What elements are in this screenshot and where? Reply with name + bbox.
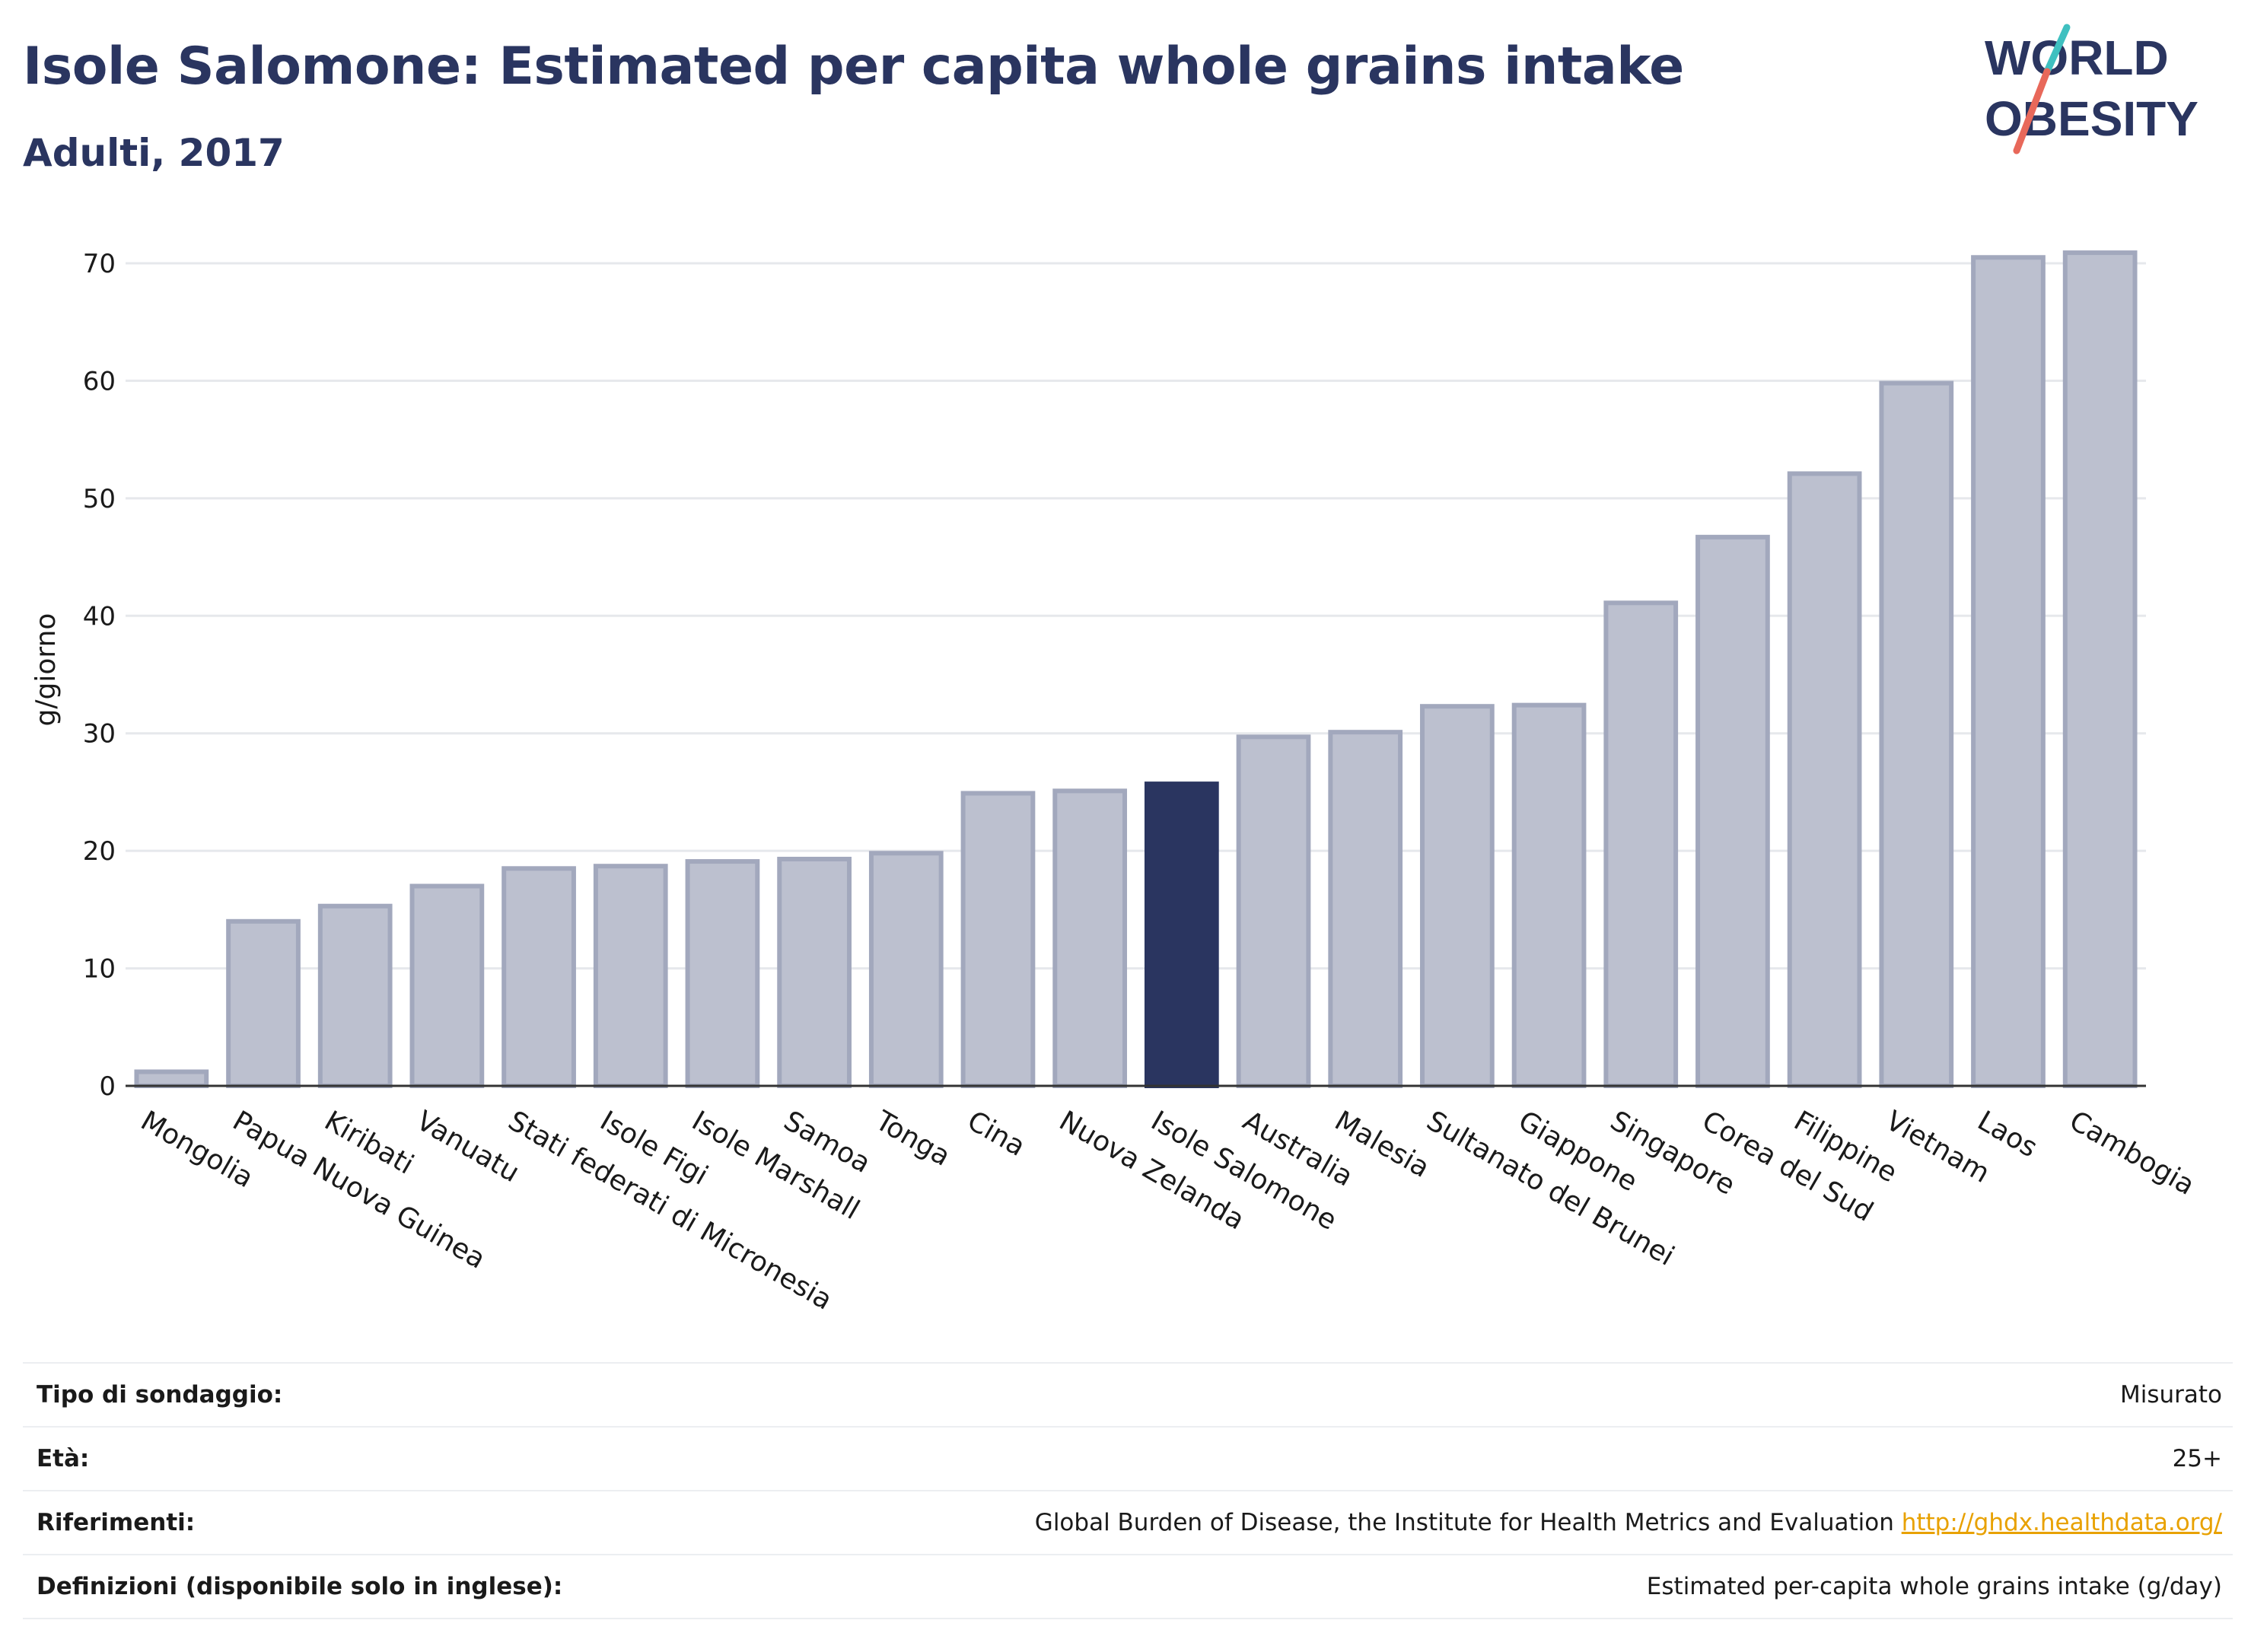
- x-tick-label: Vanuatu: [411, 1105, 524, 1189]
- y-axis-label: g/giorno: [30, 613, 62, 727]
- bar: [1879, 380, 1954, 1088]
- chart-subtitle: Adulti, 2017: [23, 131, 285, 175]
- bar: [960, 791, 1036, 1089]
- reference-link[interactable]: http://ghdx.healthdata.org/: [1901, 1509, 2222, 1536]
- bar: [317, 903, 393, 1088]
- info-row: Riferimenti: Global Burden of Disease, th…: [23, 1490, 2233, 1554]
- bar: [777, 856, 852, 1089]
- y-tick-label: 50: [83, 484, 116, 514]
- info-value: Global Burden of Disease, the Institute …: [1035, 1509, 2233, 1536]
- y-tick-label: 20: [83, 836, 116, 867]
- bar: [868, 851, 944, 1089]
- bar: [501, 866, 576, 1088]
- info-row: Età: 25+: [23, 1426, 2233, 1490]
- info-value-text: Global Burden of Disease, the Institute …: [1034, 1509, 1894, 1536]
- y-tick-label: 60: [83, 366, 116, 396]
- y-tick-labels: 0 10 20 30 40 50 60 70: [83, 249, 116, 1102]
- bar: [1052, 788, 1128, 1088]
- chart-title: Isole Salomone: Estimated per capita who…: [23, 37, 1684, 97]
- bar: [1971, 255, 2046, 1088]
- bar: [409, 883, 485, 1088]
- x-tick-label: Tonga: [870, 1105, 956, 1173]
- info-label: Età:: [37, 1445, 90, 1472]
- bar: [1511, 702, 1587, 1088]
- info-row: Definizioni (disponibile solo in inglese…: [23, 1554, 2233, 1619]
- bar: [1695, 534, 1770, 1088]
- bar: [1787, 471, 1862, 1088]
- info-value-text: 25+: [2172, 1445, 2222, 1472]
- info-label: Definizioni (disponibile solo in inglese…: [37, 1573, 563, 1600]
- y-tick-label: 10: [83, 954, 116, 985]
- logo-slash-coral: [2013, 68, 2051, 154]
- bar: [1328, 730, 1403, 1088]
- logo-slash-teal: [2043, 24, 2071, 75]
- info-value: Estimated per-capita whole grains intake…: [1647, 1573, 2233, 1600]
- bars: [134, 250, 2138, 1089]
- bar: [1236, 734, 1311, 1089]
- info-value-text: Misurato: [2119, 1381, 2222, 1408]
- y-tick-label: 0: [99, 1071, 116, 1102]
- x-tick-label: Cina: [962, 1105, 1030, 1163]
- bar: [1603, 600, 1679, 1088]
- info-row: Tipo di sondaggio: Misurato: [23, 1362, 2233, 1426]
- world-obesity-logo: WORLD OBESITY: [1985, 24, 2198, 154]
- bar: [2062, 250, 2138, 1088]
- bar-highlight: [1144, 781, 1219, 1088]
- info-value: Misurato: [2120, 1381, 2233, 1408]
- bar: [134, 1069, 209, 1089]
- info-label: Riferimenti:: [37, 1509, 196, 1536]
- logo-line1: WORLD: [1985, 30, 2169, 85]
- bar: [226, 918, 301, 1089]
- bar: [1420, 704, 1495, 1089]
- x-tick-label: Cambogia: [2064, 1105, 2199, 1202]
- bar: [685, 859, 760, 1088]
- y-tick-label: 70: [83, 249, 116, 279]
- x-tick-label: Vietnam: [1880, 1105, 1995, 1189]
- info-label: Tipo di sondaggio:: [37, 1381, 283, 1408]
- info-value-text: Estimated per-capita whole grains intake…: [1646, 1573, 2222, 1600]
- info-table: Tipo di sondaggio: Misurato Età: 25+ Riferim…: [23, 1362, 2233, 1619]
- y-tick-label: 40: [83, 601, 116, 632]
- y-tick-label: 30: [83, 719, 116, 750]
- info-value: 25+: [2173, 1445, 2233, 1472]
- bar: [593, 864, 668, 1089]
